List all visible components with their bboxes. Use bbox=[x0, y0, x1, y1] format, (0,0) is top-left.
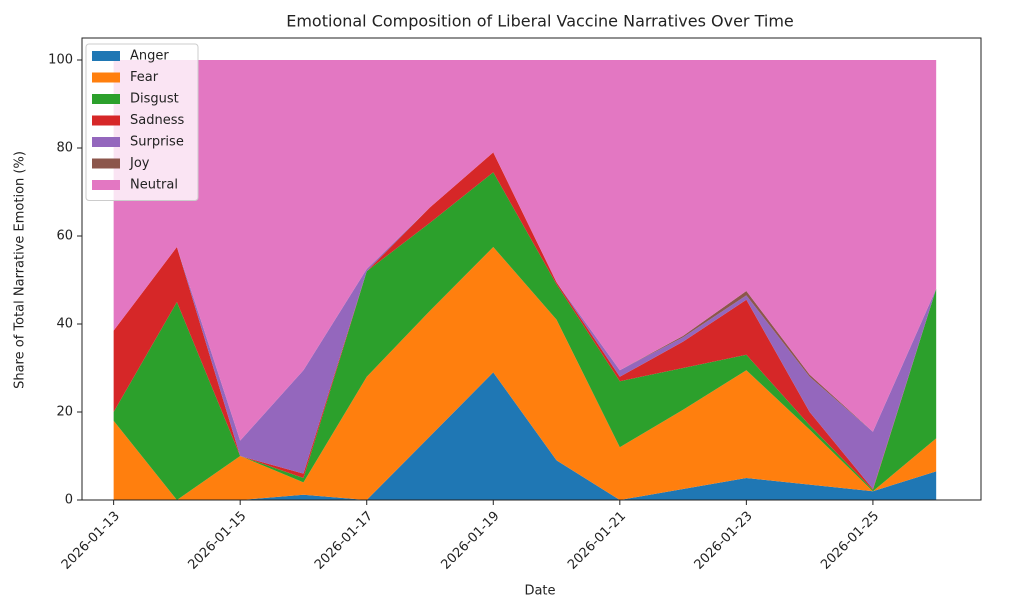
legend-swatch bbox=[92, 72, 120, 83]
legend-swatch bbox=[92, 137, 120, 147]
plot-area bbox=[113, 60, 937, 500]
legend-swatch bbox=[92, 115, 120, 126]
y-tick-label: 20 bbox=[56, 405, 73, 420]
x-tick-label: 2026-01-17 bbox=[312, 509, 376, 573]
area bbox=[113, 152, 937, 490]
legend-label: Disgust bbox=[130, 92, 179, 107]
legend-swatch bbox=[92, 180, 120, 190]
axes-frame bbox=[81, 37, 982, 501]
x-tick-label: 2026-01-13 bbox=[59, 509, 123, 573]
legend-label: Sadness bbox=[130, 113, 184, 128]
legend-swatch bbox=[92, 51, 120, 61]
legend-label: Fear bbox=[130, 70, 159, 85]
y-tick-label: 0 bbox=[65, 493, 73, 508]
legend: Anger Fear Disgust Sadness Surprise Joy Neutra… bbox=[85, 43, 199, 201]
legend-label: Neutral bbox=[130, 178, 178, 193]
y-tick-label: 40 bbox=[56, 317, 73, 332]
area bbox=[113, 60, 937, 441]
chart-title: Emotional Composition of Liberal Vaccine… bbox=[286, 12, 794, 31]
area bbox=[113, 152, 937, 489]
area bbox=[113, 247, 937, 500]
y-tick-label: 80 bbox=[56, 141, 73, 156]
legend-label: Joy bbox=[129, 156, 150, 171]
x-tick-label: 2026-01-25 bbox=[818, 509, 882, 573]
x-tick-label: 2026-01-19 bbox=[439, 509, 503, 573]
y-tick-label: 100 bbox=[48, 53, 73, 68]
y-axis-label: Share of Total Narrative Emotion (%) bbox=[13, 151, 28, 389]
x-tick-label: 2026-01-23 bbox=[692, 509, 756, 573]
legend-swatch bbox=[92, 94, 120, 104]
legend-label: Anger bbox=[130, 49, 169, 64]
x-tick-label: 2026-01-15 bbox=[185, 509, 249, 573]
x-axis-label: Date bbox=[524, 584, 555, 599]
x-tick-label: 2026-01-21 bbox=[565, 509, 629, 573]
legend-label: Surprise bbox=[130, 135, 184, 150]
y-tick-label: 60 bbox=[56, 229, 73, 244]
legend-swatch bbox=[92, 158, 120, 169]
area bbox=[113, 172, 937, 500]
area bbox=[113, 372, 937, 500]
